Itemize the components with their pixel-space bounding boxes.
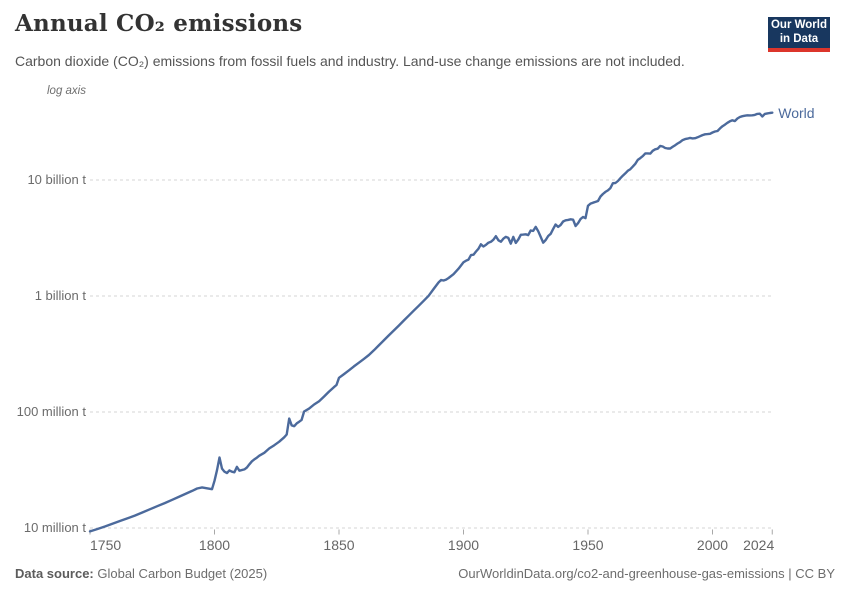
data-source-label: Data source: [15,566,94,581]
owid-logo-line1: Our World [770,19,827,31]
owid-logo-line2: in Data [779,32,819,45]
credit-link[interactable]: OurWorldinData.org/co2-and-greenhouse-ga… [458,566,835,581]
data-source-value: Global Carbon Budget (2025) [93,566,268,581]
world-series-line [88,111,774,533]
x-axis-label: 1800 [198,537,231,553]
x-axis-label: 1850 [323,537,355,553]
owid-logo[interactable]: Our World in Data [768,17,830,52]
x-axis-label: 2000 [696,537,729,553]
x-axis-label: 2024 [743,537,775,553]
chart-footer: Data source: Global Carbon Budget (2025)… [15,566,835,581]
log-axis-note: log axis [47,85,86,97]
y-axis-label: 10 billion t [27,172,86,187]
y-axis-label: 10 million t [23,520,86,535]
x-axis-label: 1750 [90,537,122,553]
page-title: Annual CO₂ emissions [15,10,303,37]
x-axis-label: 1900 [447,537,480,553]
y-axis-label: 1 billion t [34,288,86,303]
series-label-world: World [778,104,815,121]
data-source-note: Data source: Global Carbon Budget (2025) [15,566,267,581]
y-axis-label: 100 million t [16,404,86,419]
chart-subtitle: Carbon dioxide (CO₂) emissions from foss… [15,53,685,69]
x-axis-label: 1950 [572,537,604,553]
